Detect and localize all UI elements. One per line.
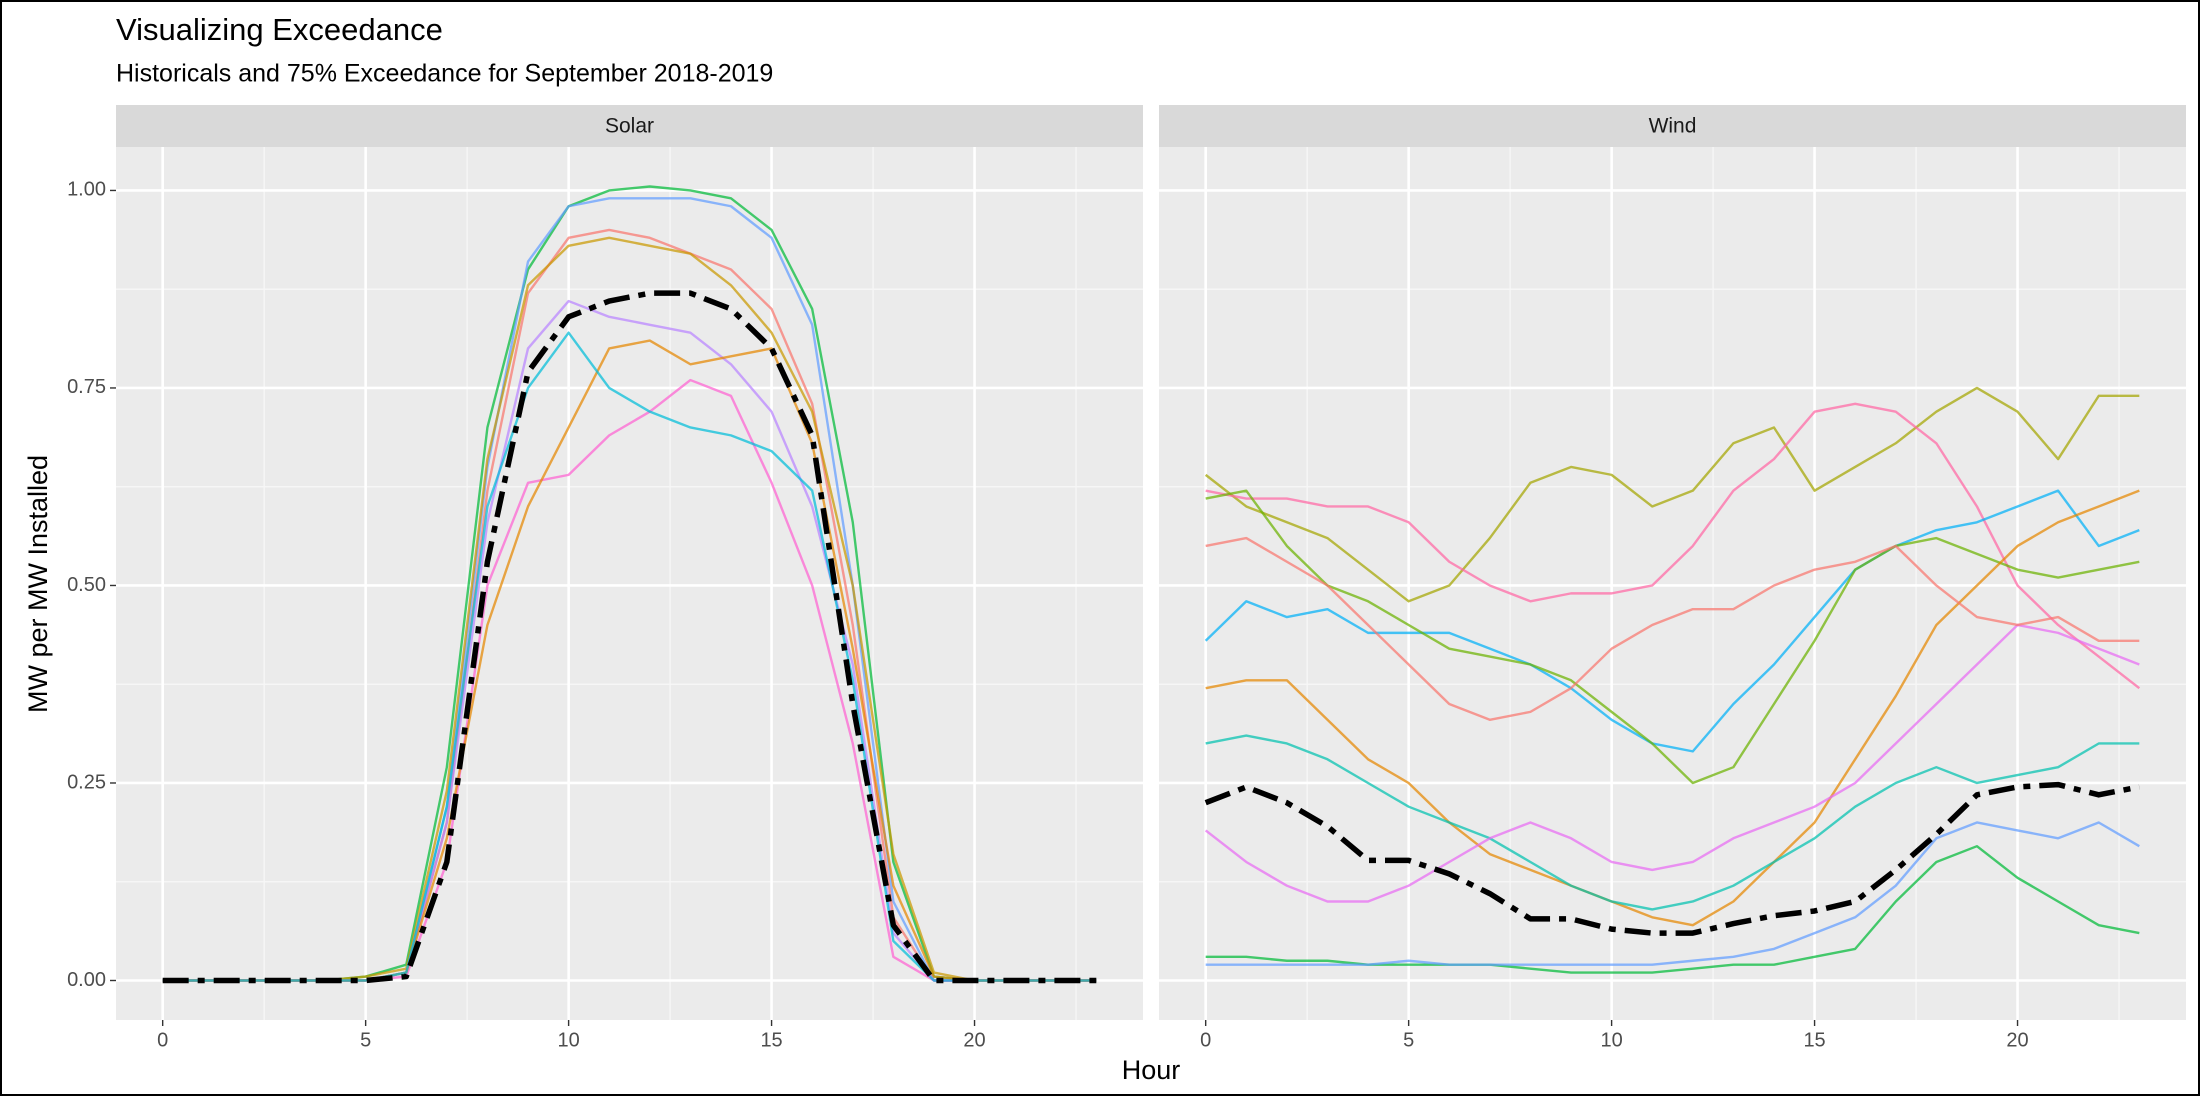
x-tick-label: 20 xyxy=(2006,1029,2028,1051)
historical-line xyxy=(1205,734,2140,911)
strip-label: Wind xyxy=(1649,115,1697,138)
panel-background xyxy=(116,147,1143,1020)
y-axis-label: MW per MW Installed xyxy=(23,455,53,713)
y-tick-label: 0.25 xyxy=(67,771,106,793)
x-axis-label: Hour xyxy=(1122,1055,1181,1085)
strip-label: Solar xyxy=(605,115,654,138)
chart-title: Visualizing Exceedance xyxy=(116,12,443,47)
exceedance-line xyxy=(162,290,1097,984)
historical-line xyxy=(1204,489,2140,753)
series-layer xyxy=(1204,386,2141,974)
facet-panel: Solar 0.00 0.25 0.50 0.75 1.00 0 5 10 15 20 xyxy=(67,105,1143,1051)
x-tick-label: 0 xyxy=(157,1029,168,1051)
historical-line xyxy=(1205,821,2140,966)
y-tick-label: 0.00 xyxy=(67,969,106,991)
x-tick-label: 10 xyxy=(1600,1029,1622,1051)
y-tick-label: 0.75 xyxy=(67,376,106,398)
chart-subtitle: Historicals and 75% Exceedance for Septe… xyxy=(116,60,773,88)
x-tick-label: 10 xyxy=(557,1029,579,1051)
series-layer xyxy=(162,185,1097,984)
x-tick-label: 5 xyxy=(1403,1029,1414,1051)
x-tick-label: 20 xyxy=(963,1029,985,1051)
y-tick-label: 1.00 xyxy=(67,179,106,201)
historical-line xyxy=(1205,489,2140,927)
x-tick-label: 5 xyxy=(360,1029,371,1051)
strip xyxy=(116,105,1143,147)
historical-line xyxy=(1205,536,2140,721)
exceedance-line xyxy=(1204,781,2140,936)
x-tick-label: 0 xyxy=(1200,1029,1211,1051)
y-tick-label: 0.50 xyxy=(67,574,106,596)
historical-line xyxy=(1204,623,2140,903)
historical-line xyxy=(1204,386,2140,603)
historical-line xyxy=(1205,489,2140,785)
panel-background xyxy=(1159,147,2186,1020)
x-tick-label: 15 xyxy=(1803,1029,1825,1051)
strip xyxy=(1159,105,2186,147)
facet-panel: Wind 0 5 10 15 20 xyxy=(1159,105,2186,1051)
x-tick-label: 15 xyxy=(760,1029,782,1051)
